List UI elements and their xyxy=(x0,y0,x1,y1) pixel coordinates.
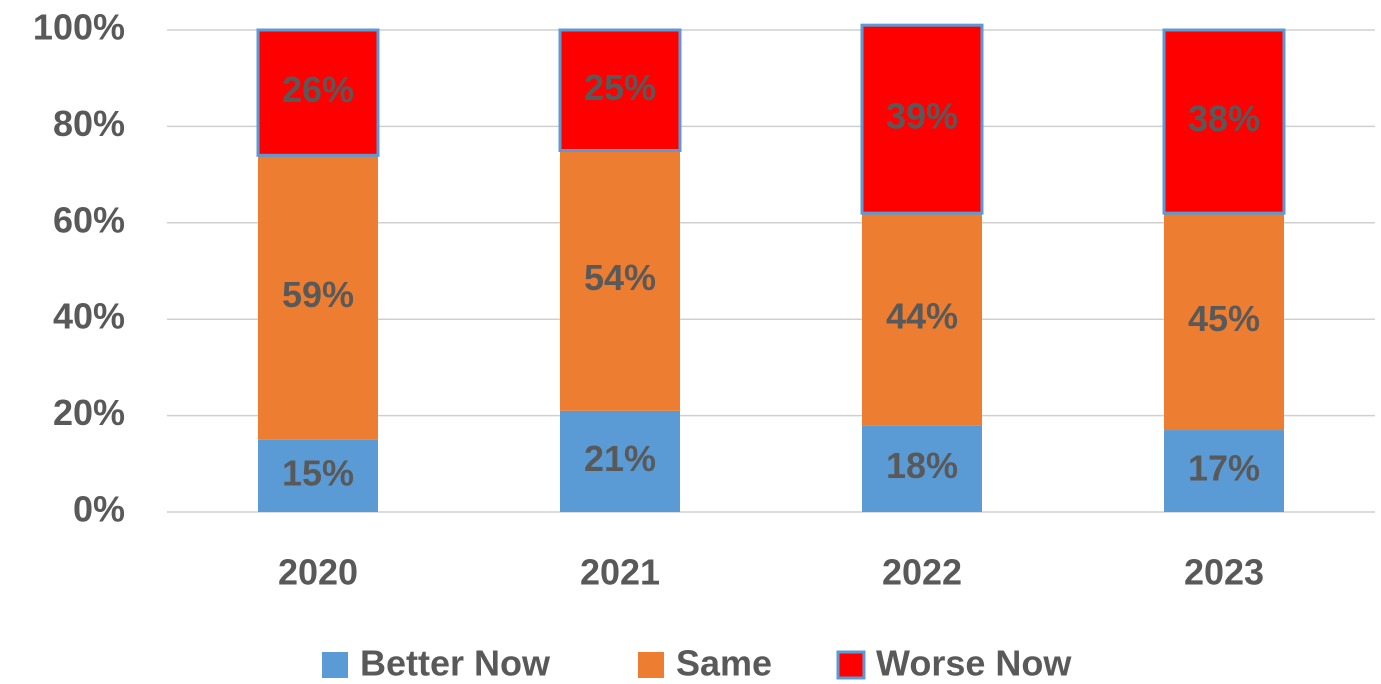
bar-segment xyxy=(1164,213,1284,431)
bar-segment xyxy=(258,155,378,440)
data-label: 25% xyxy=(584,67,656,108)
bar-segment xyxy=(258,439,378,512)
bar-segment xyxy=(1164,430,1284,512)
x-tick-label: 2023 xyxy=(1184,552,1264,593)
y-tick-label: 80% xyxy=(53,103,125,144)
legend-label: Worse Now xyxy=(876,643,1072,684)
y-tick-label: 20% xyxy=(53,392,125,433)
bar-segment xyxy=(560,150,680,411)
y-tick-label: 100% xyxy=(33,7,125,48)
data-label: 44% xyxy=(886,296,958,337)
bar-segment xyxy=(860,23,984,215)
legend-swatch xyxy=(836,650,866,680)
data-label: 59% xyxy=(282,274,354,315)
data-label: 38% xyxy=(1188,98,1260,139)
data-label: 39% xyxy=(886,96,958,137)
x-tick-label: 2020 xyxy=(278,552,358,593)
bar-segment xyxy=(1162,28,1286,215)
data-label: 15% xyxy=(282,452,354,493)
data-label: 26% xyxy=(282,69,354,110)
x-tick-label: 2021 xyxy=(580,552,660,593)
y-tick-label: 0% xyxy=(73,489,125,530)
data-label: 21% xyxy=(584,438,656,479)
data-label: 54% xyxy=(584,257,656,298)
legend-swatch xyxy=(638,652,664,678)
bar-segment xyxy=(862,213,982,426)
bar-segment xyxy=(558,28,682,152)
y-tick-label: 40% xyxy=(53,296,125,337)
data-label: 45% xyxy=(1188,298,1260,339)
legend-label: Same xyxy=(676,643,772,684)
data-label: 18% xyxy=(886,445,958,486)
y-tick-label: 60% xyxy=(53,199,125,240)
bar-segment xyxy=(560,410,680,512)
bar-segment xyxy=(862,425,982,512)
legend-swatch xyxy=(322,652,348,678)
legend-label: Better Now xyxy=(360,643,551,684)
bar-segment xyxy=(256,28,380,157)
data-label: 17% xyxy=(1188,448,1260,489)
x-tick-label: 2022 xyxy=(882,552,962,593)
